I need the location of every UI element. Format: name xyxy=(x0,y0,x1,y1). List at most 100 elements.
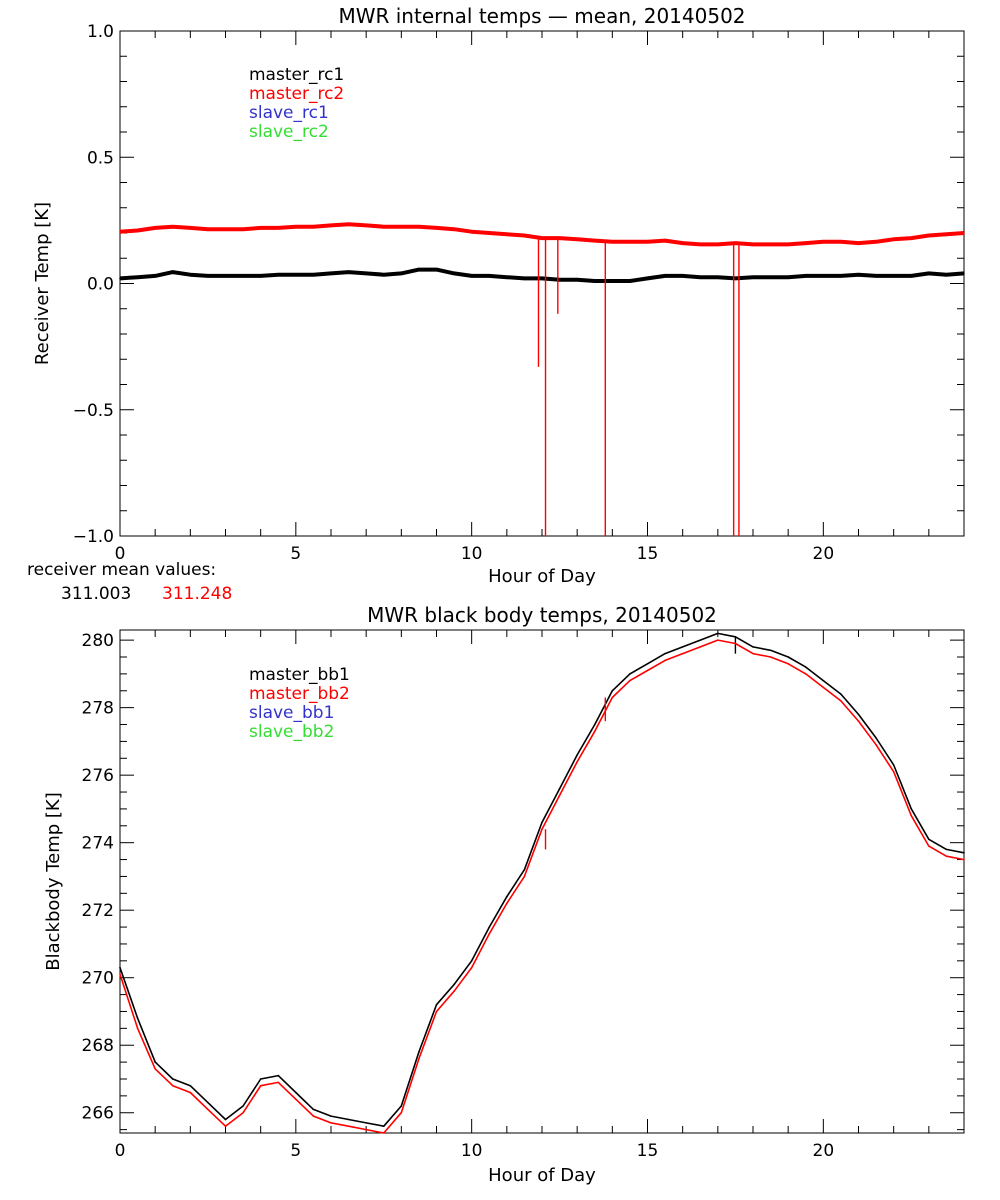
data-point xyxy=(822,241,825,243)
data-point xyxy=(875,241,877,243)
series-line xyxy=(119,632,965,1127)
data-point xyxy=(664,659,666,662)
data-point xyxy=(910,275,913,277)
x-tick-label: 15 xyxy=(637,544,659,564)
data-point xyxy=(277,1081,280,1084)
x-tick-label: 5 xyxy=(290,1141,301,1161)
x-tick-label: 20 xyxy=(813,544,835,564)
series-line xyxy=(119,222,965,247)
x-tick-label: 10 xyxy=(461,544,483,564)
data-point xyxy=(541,237,543,239)
data-point xyxy=(506,233,508,236)
data-point xyxy=(365,272,367,275)
data-point xyxy=(857,242,860,244)
data-point xyxy=(506,902,508,905)
data-point xyxy=(717,276,719,278)
data-point xyxy=(945,848,948,851)
data-point xyxy=(330,1122,332,1124)
data-point xyxy=(418,1051,420,1053)
data-point xyxy=(769,649,772,652)
x-tick-label: 20 xyxy=(813,1141,835,1161)
data-point xyxy=(119,277,121,280)
data-point xyxy=(154,1061,156,1063)
data-point xyxy=(119,966,121,969)
data-point xyxy=(840,241,842,243)
y-tick-label: 268 xyxy=(82,1036,114,1056)
data-point xyxy=(822,686,825,689)
data-point xyxy=(418,1057,420,1060)
data-point xyxy=(506,276,508,278)
y-axis-label: Blackbody Temp [K] xyxy=(43,792,64,970)
data-point xyxy=(558,794,561,797)
data-point xyxy=(646,669,649,672)
data-point xyxy=(189,273,192,276)
data-point xyxy=(822,275,825,277)
data-point xyxy=(734,277,737,280)
data-point xyxy=(136,1017,139,1020)
data-point xyxy=(242,228,244,231)
data-point xyxy=(453,272,455,275)
data-point xyxy=(734,242,737,244)
legend-entry: slave_rc2 xyxy=(249,122,329,142)
data-point xyxy=(470,960,473,962)
data-point xyxy=(804,275,807,277)
data-point xyxy=(541,828,543,830)
data-point xyxy=(224,228,227,231)
data-point xyxy=(681,242,684,244)
data-point xyxy=(453,990,455,993)
data-point xyxy=(787,276,789,278)
y-axis-label: Receiver Temp [K] xyxy=(32,202,53,365)
legend-entry: slave_rc1 xyxy=(249,103,329,123)
data-point xyxy=(295,273,297,276)
data-point xyxy=(717,632,719,635)
data-point xyxy=(787,656,789,658)
series-master-rc1 xyxy=(119,267,965,283)
data-point xyxy=(400,272,403,275)
data-point xyxy=(189,1091,192,1094)
data-point xyxy=(875,743,877,746)
y-tick-label: 266 xyxy=(82,1104,114,1124)
data-point xyxy=(154,275,156,277)
data-point xyxy=(224,275,227,277)
data-point xyxy=(382,273,385,276)
data-point xyxy=(840,700,842,702)
data-point xyxy=(365,1128,367,1131)
data-point xyxy=(664,275,666,277)
data-point xyxy=(136,276,139,278)
data-point xyxy=(699,639,702,641)
data-point xyxy=(752,646,754,648)
series-master-bb1 xyxy=(119,632,965,1128)
data-point xyxy=(259,1078,262,1080)
data-point xyxy=(523,277,526,280)
data-point xyxy=(787,243,789,246)
data-point xyxy=(822,679,825,682)
data-point xyxy=(963,852,965,854)
y-tick-label: 0.0 xyxy=(87,275,114,295)
data-point xyxy=(259,275,262,277)
data-point xyxy=(453,983,455,986)
data-point xyxy=(470,966,473,969)
data-point xyxy=(681,652,684,655)
data-point xyxy=(892,238,895,241)
data-point xyxy=(523,234,526,237)
data-point xyxy=(312,1115,315,1117)
data-point xyxy=(171,1084,174,1087)
data-point xyxy=(242,275,244,277)
data-point xyxy=(593,723,596,726)
data-point xyxy=(136,229,139,232)
data-point xyxy=(945,855,948,857)
plot-frame xyxy=(119,629,965,1134)
data-point xyxy=(347,223,350,225)
data-point xyxy=(189,1084,192,1087)
data-point xyxy=(963,232,965,234)
data-point xyxy=(664,652,666,655)
data-point xyxy=(224,1118,227,1121)
data-point xyxy=(488,926,491,928)
data-point xyxy=(611,696,614,699)
data-point xyxy=(312,273,315,276)
data-point xyxy=(699,243,702,246)
data-point xyxy=(593,730,596,733)
data-point xyxy=(207,275,209,277)
data-point xyxy=(400,1105,403,1107)
data-point xyxy=(558,237,561,239)
